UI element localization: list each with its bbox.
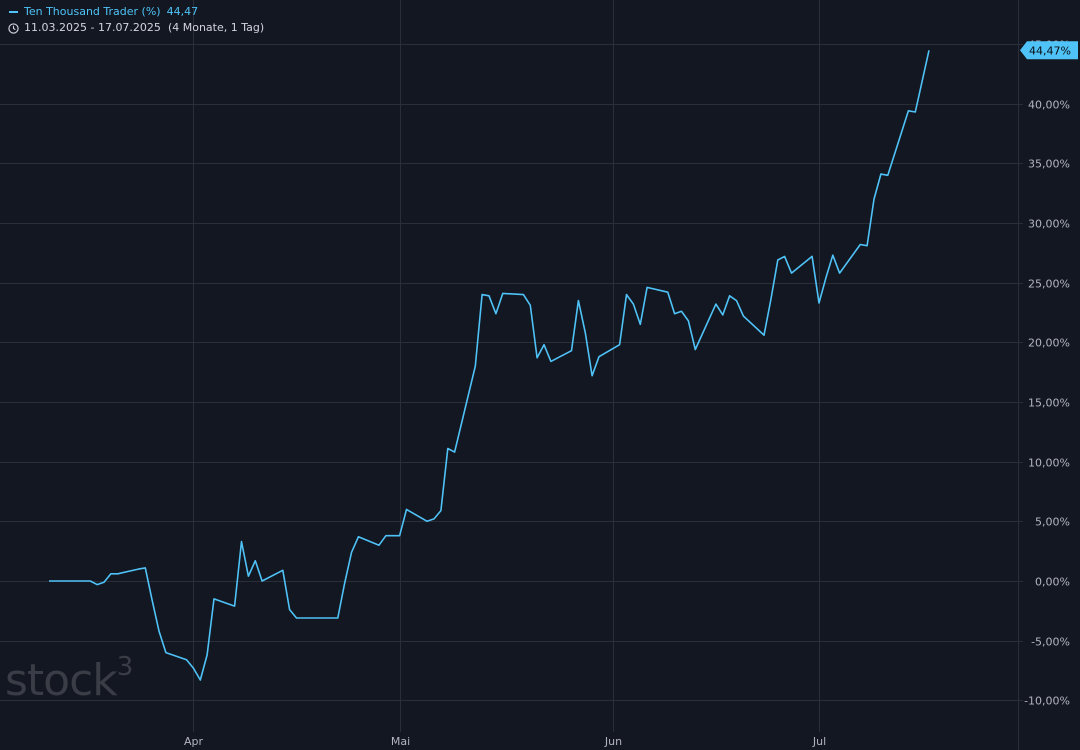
legend-range-row: 11.03.2025 - 17.07.2025 (4 Monate, 1 Tag…	[8, 20, 264, 36]
y-tick-label: 25,00%	[1028, 278, 1070, 291]
y-tick-label: 10,00%	[1028, 457, 1070, 470]
chart-legend: Ten Thousand Trader (%) 44,47 11.03.2025…	[8, 4, 264, 36]
y-tick-label: 35,00%	[1028, 158, 1070, 171]
x-tick-label: Mai	[391, 735, 410, 748]
last-value-label: 44,47%	[1029, 44, 1071, 57]
y-tick-label: 30,00%	[1028, 218, 1070, 231]
y-tick-label: 40,00%	[1028, 99, 1070, 112]
grid-lines	[0, 0, 1018, 732]
series-color-swatch	[9, 11, 18, 13]
y-tick-label: 20,00%	[1028, 337, 1070, 350]
clock-icon	[8, 22, 19, 34]
series-value: 44,47	[166, 5, 199, 18]
last-value-badge: 44,47%	[1020, 41, 1078, 60]
series-name: Ten Thousand Trader (%)	[24, 5, 161, 18]
y-tick-label: 5,00%	[1035, 516, 1070, 529]
range-duration: (4 Monate, 1 Tag)	[167, 21, 265, 34]
date-range: 11.03.2025 - 17.07.2025	[24, 21, 161, 34]
legend-series-row[interactable]: Ten Thousand Trader (%) 44,47	[8, 4, 264, 20]
watermark-sup: 3	[116, 652, 134, 683]
x-tick-label: Jul	[812, 735, 826, 748]
y-tick-label: -10,00%	[1024, 695, 1070, 708]
y-tick-label: 15,00%	[1028, 397, 1070, 410]
stock3-watermark: stock3	[5, 652, 134, 706]
series-line	[49, 50, 930, 681]
x-tick-label: Jun	[604, 735, 622, 748]
x-tick-label: Apr	[184, 735, 204, 748]
y-tick-label: -5,00%	[1031, 636, 1070, 649]
last-value-badge-shape	[1020, 41, 1078, 60]
watermark-text: stock	[5, 655, 118, 706]
y-axis-ticks: 45,00%40,00%35,00%30,00%25,00%20,00%15,0…	[1018, 39, 1070, 708]
series-layer	[49, 50, 930, 681]
x-axis-ticks: Apr Mai Jun Jul	[184, 735, 826, 748]
y-tick-label: 0,00%	[1035, 576, 1070, 589]
